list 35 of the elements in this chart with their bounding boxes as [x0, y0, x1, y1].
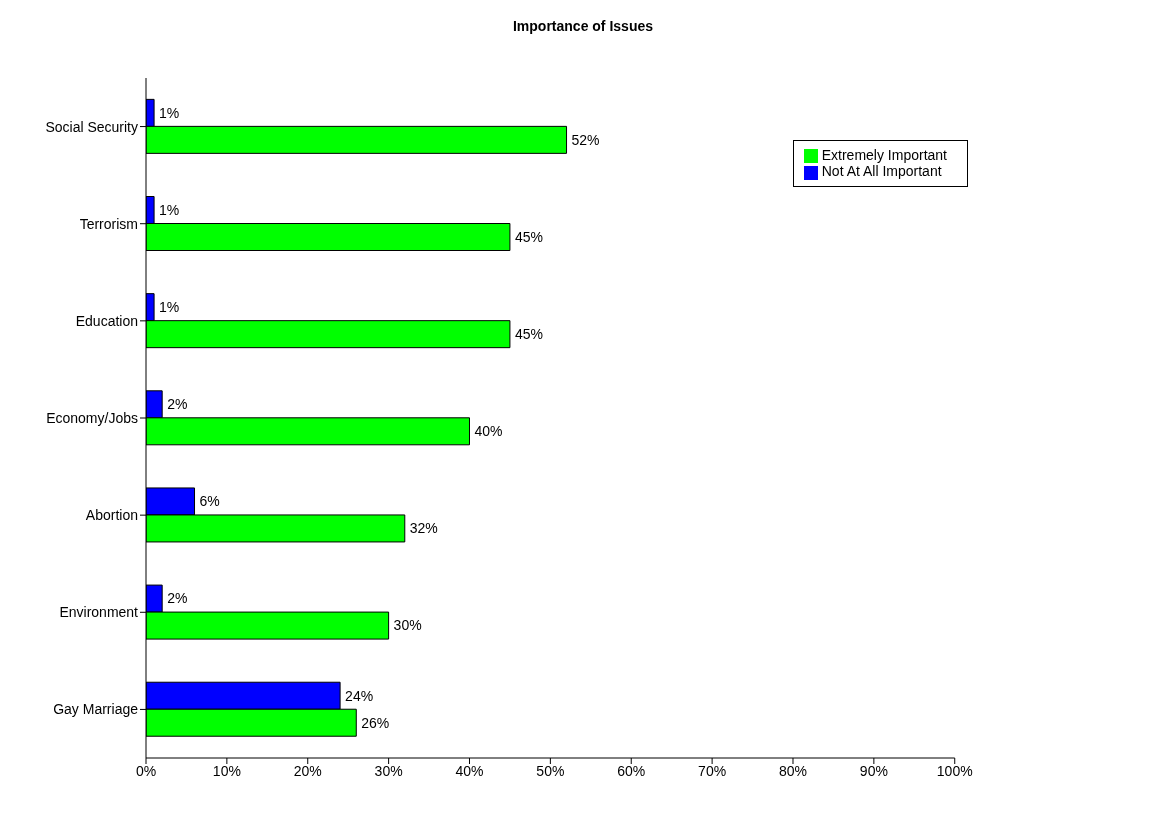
data-label: 6% — [199, 493, 220, 510]
y-tick-label: Economy/Jobs — [46, 409, 138, 426]
x-tick-label: 40% — [455, 762, 484, 779]
x-tick-label: 20% — [293, 762, 322, 779]
y-tick-label: Gay Marriage — [53, 701, 139, 718]
y-tick-label: Social Security — [45, 118, 138, 135]
legend-label: Not At All Important — [821, 163, 942, 180]
legend-label: Extremely Important — [821, 147, 947, 163]
data-label: 24% — [345, 687, 374, 704]
x-tick-label: 0% — [135, 762, 157, 779]
y-tick-label: Abortion — [85, 507, 138, 524]
data-label: 52% — [571, 131, 600, 148]
data-label: 1% — [159, 201, 180, 218]
data-label: 45% — [514, 228, 543, 245]
data-label: 30% — [393, 617, 422, 634]
x-tick-label: 100% — [936, 762, 973, 779]
y-tick-label: Environment — [59, 604, 139, 621]
data-label: 45% — [514, 326, 543, 343]
data-label: 40% — [474, 423, 503, 440]
data-label: 2% — [167, 590, 188, 607]
data-label: 32% — [409, 520, 438, 537]
data-label: 1% — [159, 299, 180, 316]
x-tick-label: 30% — [374, 762, 403, 779]
x-tick-label: 50% — [536, 762, 565, 779]
x-tick-label: 90% — [859, 762, 888, 779]
data-label: 2% — [167, 396, 188, 413]
x-tick-label: 80% — [778, 762, 807, 779]
x-tick-label: 70% — [698, 762, 727, 779]
x-tick-label: 10% — [212, 762, 241, 779]
data-label: 26% — [361, 714, 390, 731]
data-label: 1% — [159, 104, 180, 121]
y-tick-label: Education — [75, 312, 138, 329]
x-tick-label: 60% — [617, 762, 646, 779]
chart-title: Importance of Issues — [511, 17, 654, 36]
y-tick-label: Terrorism — [79, 215, 138, 232]
